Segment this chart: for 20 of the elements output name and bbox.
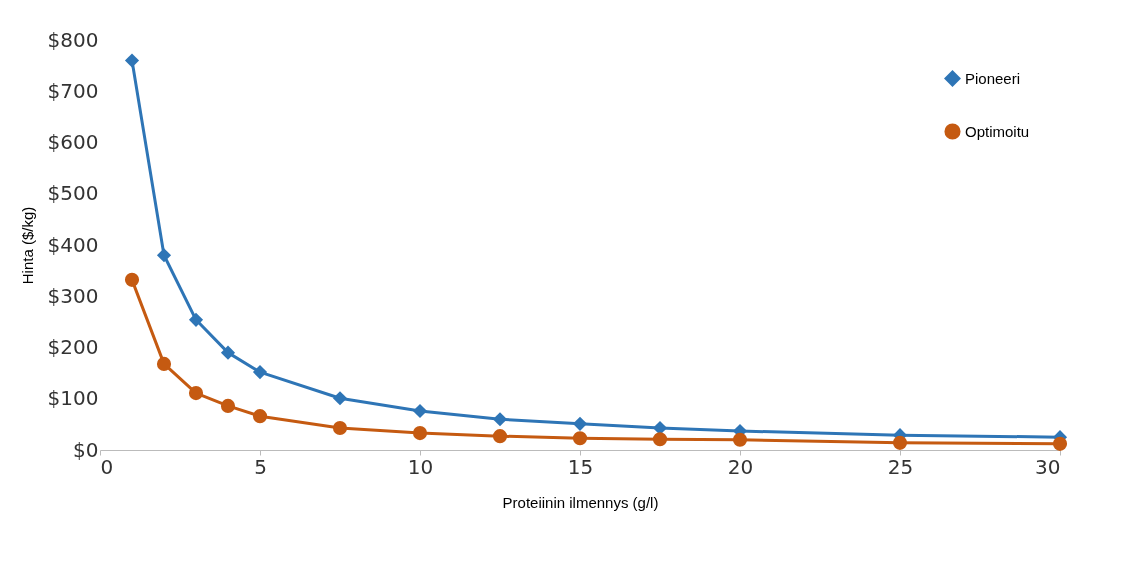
y-tick-label: $600 [47, 130, 99, 154]
x-axis-title: Proteiinin ilmennys (g/l) [502, 493, 659, 511]
y-tick-label: $300 [47, 283, 99, 308]
x-tick-label: 30 [1035, 454, 1061, 479]
legend-label: Optimoitu [965, 122, 1030, 140]
y-axis-title: Hinta ($/kg) [18, 206, 36, 285]
y-tick-label: $500 [47, 181, 99, 206]
y-tick-label: $0 [73, 437, 99, 462]
x-tick-label: 20 [727, 454, 754, 479]
x-tick-label: 10 [407, 454, 434, 479]
y-tick-label: $200 [47, 335, 99, 359]
x-tick-label: 5 [254, 454, 267, 479]
y-tick-label: $400 [47, 232, 99, 257]
x-tick-label: 15 [567, 454, 594, 479]
legend-label: Pioneeri [965, 69, 1021, 87]
y-tick-label: $800 [47, 27, 99, 52]
y-tick-label: $100 [47, 386, 99, 411]
x-tick-label: 25 [887, 454, 914, 479]
x-tick-label: 0 [100, 454, 114, 479]
y-tick-label: $700 [47, 78, 99, 103]
